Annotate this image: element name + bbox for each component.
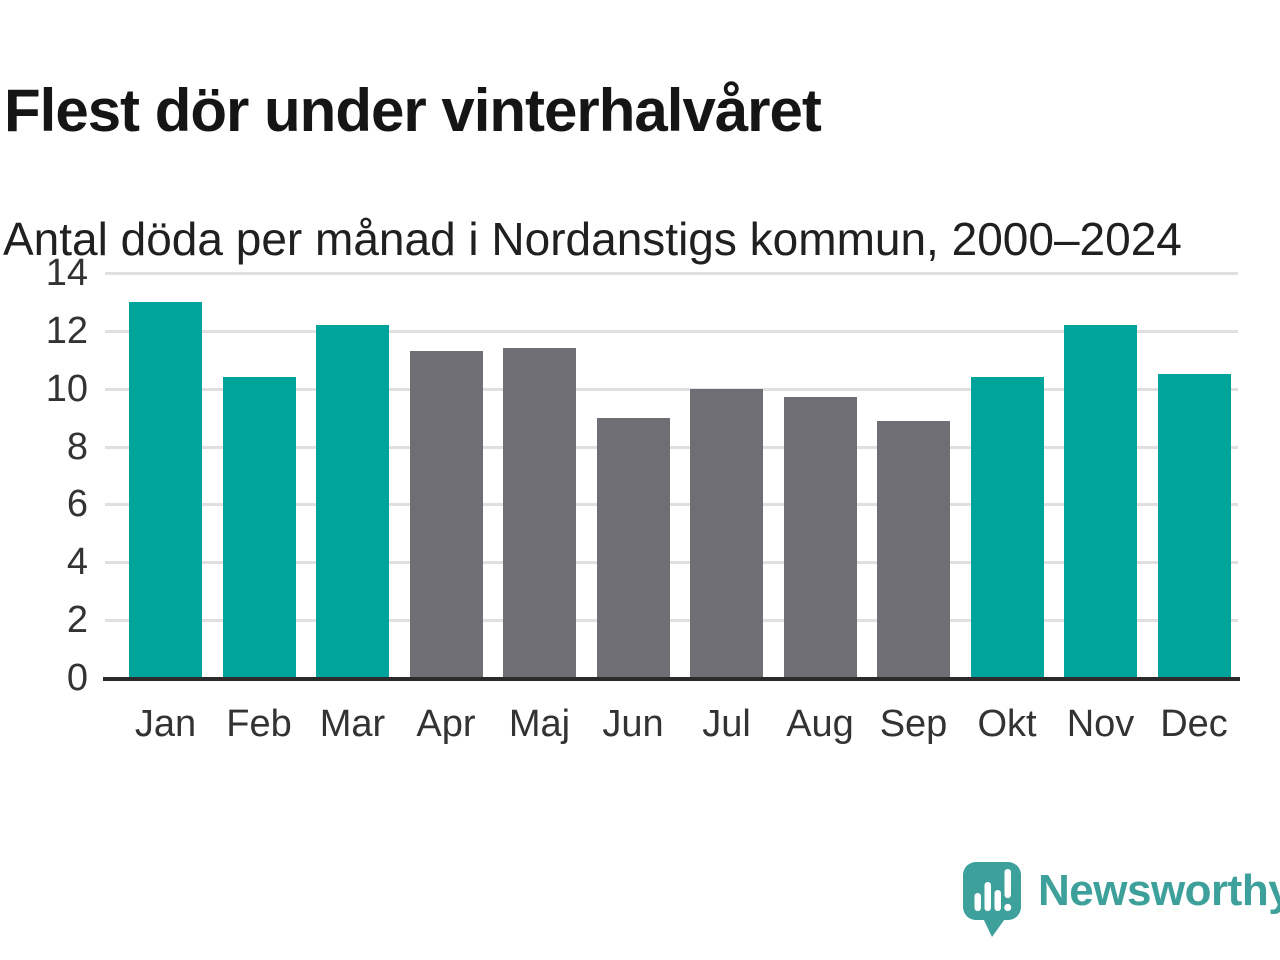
gridline-10 bbox=[105, 387, 1238, 391]
x-tick-label-jun: Jun bbox=[602, 703, 664, 745]
x-tick-label-jul: Jul bbox=[702, 703, 751, 745]
plot-area bbox=[105, 272, 1238, 678]
bar-dec bbox=[1157, 374, 1231, 678]
x-tick-label-dec: Dec bbox=[1160, 703, 1228, 745]
y-tick-label-10: 10 bbox=[45, 367, 88, 410]
gridline-8 bbox=[105, 445, 1238, 449]
y-tick-label-2: 2 bbox=[66, 599, 88, 642]
bar-feb bbox=[222, 377, 296, 678]
y-tick-label-0: 0 bbox=[66, 657, 88, 699]
bar-jan bbox=[129, 301, 202, 678]
chart-subtitle: Antal döda per månad i Nordanstigs kommu… bbox=[3, 213, 1182, 265]
newsworthy-logo-icon bbox=[963, 862, 1021, 937]
gridline-4 bbox=[105, 561, 1238, 565]
x-axis-line bbox=[103, 677, 1240, 681]
x-tick-label-mar: Mar bbox=[319, 703, 386, 745]
x-tick-label-jan: Jan bbox=[134, 703, 197, 745]
bar-maj bbox=[503, 348, 576, 678]
y-tick-label-12: 12 bbox=[45, 309, 88, 352]
bar-okt bbox=[970, 377, 1044, 678]
brand-footer: Newsworthy bbox=[963, 862, 1280, 940]
x-tick-label-sep: Sep bbox=[879, 703, 948, 745]
x-tick-label-apr: Apr bbox=[416, 703, 476, 745]
chart-title: Flest dör under vinterhalvåret bbox=[4, 77, 822, 145]
bar-nov bbox=[1064, 325, 1137, 678]
gridline-2 bbox=[105, 619, 1238, 623]
y-tick-label-6: 6 bbox=[66, 483, 88, 526]
x-tick-label-aug: Aug bbox=[786, 703, 854, 745]
y-tick-label-4: 4 bbox=[66, 541, 88, 584]
x-tick-label-feb: Feb bbox=[226, 703, 292, 745]
y-tick-label-8: 8 bbox=[66, 425, 88, 468]
brand-name: Newsworthy bbox=[1038, 866, 1280, 915]
gridline-14 bbox=[105, 272, 1238, 275]
bar-jul bbox=[690, 388, 763, 678]
gridline-6 bbox=[105, 503, 1238, 507]
bar-sep bbox=[877, 420, 950, 678]
x-tick-label-okt: Okt bbox=[977, 703, 1037, 745]
x-tick-label-nov: Nov bbox=[1066, 703, 1135, 745]
bar-aug bbox=[783, 397, 857, 678]
bar-jun bbox=[596, 417, 670, 678]
bar-apr bbox=[409, 351, 483, 678]
bar-mar bbox=[316, 325, 389, 678]
gridline-12 bbox=[105, 329, 1238, 333]
y-tick-label-14: 14 bbox=[45, 252, 88, 294]
x-tick-label-maj: Maj bbox=[508, 703, 571, 745]
